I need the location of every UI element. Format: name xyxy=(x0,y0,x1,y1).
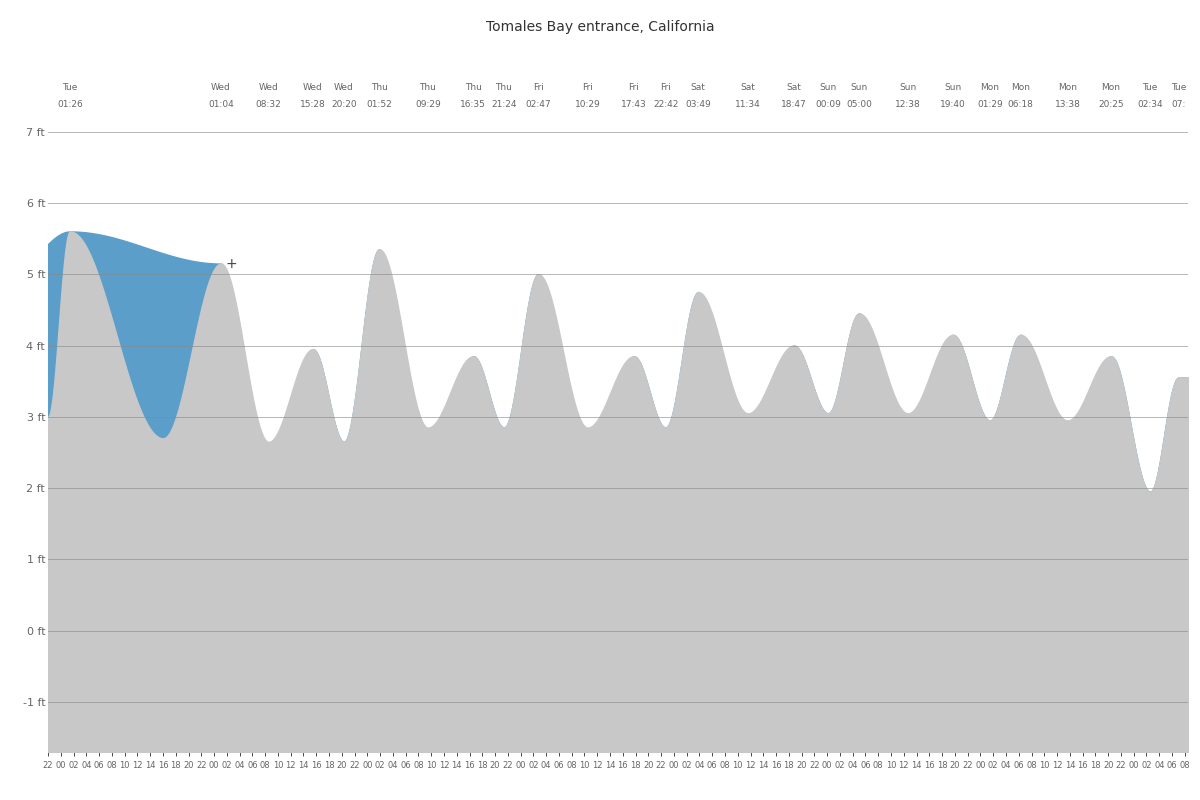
Text: 17:43: 17:43 xyxy=(620,100,647,109)
Text: 10:29: 10:29 xyxy=(575,100,600,109)
Text: Fri: Fri xyxy=(582,83,593,92)
Text: 02:47: 02:47 xyxy=(526,100,551,109)
Text: 01:26: 01:26 xyxy=(58,100,83,109)
Text: Fri: Fri xyxy=(629,83,640,92)
Text: Thu: Thu xyxy=(464,83,481,92)
Text: 03:49: 03:49 xyxy=(685,100,712,109)
Text: Fri: Fri xyxy=(660,83,671,92)
Text: Mon: Mon xyxy=(1058,83,1076,92)
Text: Thu: Thu xyxy=(371,83,388,92)
Text: 05:00: 05:00 xyxy=(846,100,872,109)
Text: 15:28: 15:28 xyxy=(300,100,325,109)
Text: 06:18: 06:18 xyxy=(1008,100,1033,109)
Text: 08:32: 08:32 xyxy=(256,100,282,109)
Text: Tue: Tue xyxy=(62,83,78,92)
Text: 01:29: 01:29 xyxy=(977,100,1003,109)
Text: Mon: Mon xyxy=(1102,83,1121,92)
Text: 01:52: 01:52 xyxy=(366,100,392,109)
Text: Mon: Mon xyxy=(1012,83,1030,92)
Text: Sat: Sat xyxy=(691,83,706,92)
Text: Tue: Tue xyxy=(1171,83,1186,92)
Text: Sat: Sat xyxy=(786,83,802,92)
Text: 18:47: 18:47 xyxy=(781,100,806,109)
Text: Sun: Sun xyxy=(944,83,961,92)
Text: Tomales Bay entrance, California: Tomales Bay entrance, California xyxy=(486,20,714,34)
Text: Wed: Wed xyxy=(259,83,278,92)
Text: Thu: Thu xyxy=(496,83,512,92)
Text: Sun: Sun xyxy=(820,83,836,92)
Text: Fri: Fri xyxy=(533,83,544,92)
Text: 11:34: 11:34 xyxy=(734,100,761,109)
Text: 20:25: 20:25 xyxy=(1098,100,1123,109)
Text: 12:38: 12:38 xyxy=(895,100,920,109)
Text: 21:24: 21:24 xyxy=(491,100,517,109)
Text: Sun: Sun xyxy=(899,83,917,92)
Text: Mon: Mon xyxy=(980,83,1000,92)
Text: Sun: Sun xyxy=(851,83,868,92)
Text: 22:42: 22:42 xyxy=(653,100,678,109)
Text: Thu: Thu xyxy=(420,83,437,92)
Text: 16:35: 16:35 xyxy=(461,100,486,109)
Text: 01:04: 01:04 xyxy=(208,100,234,109)
Text: 13:38: 13:38 xyxy=(1055,100,1080,109)
Text: 00:09: 00:09 xyxy=(815,100,841,109)
Text: 20:20: 20:20 xyxy=(331,100,356,109)
Text: 07:: 07: xyxy=(1171,100,1186,109)
Text: 09:29: 09:29 xyxy=(415,100,440,109)
Text: 19:40: 19:40 xyxy=(940,100,966,109)
Text: +: + xyxy=(226,257,238,270)
Text: 02:34: 02:34 xyxy=(1138,100,1163,109)
Text: Sat: Sat xyxy=(740,83,755,92)
Text: Tue: Tue xyxy=(1142,83,1158,92)
Text: Wed: Wed xyxy=(211,83,230,92)
Text: Wed: Wed xyxy=(302,83,323,92)
Text: Wed: Wed xyxy=(334,83,354,92)
